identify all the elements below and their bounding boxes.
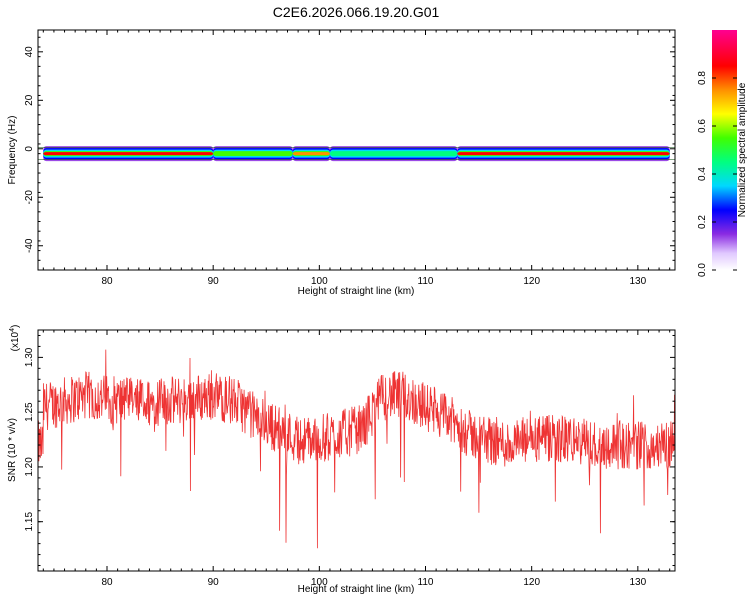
colorbar-ticks: 0.0 0.2 0.4 0.6 0.8 [697,71,737,277]
spectrogram-band-layer [329,152,458,156]
spectrogram-band [38,143,675,164]
y-tick-label: 1.15 [24,512,35,532]
x-tick-label: 100 [311,276,328,287]
colorbar-label: Normalized spectral amplitude [737,82,748,217]
spectrogram-panel: 80 90 100 110 120 130 -40 -20 0 20 40 Height of st… [7,29,676,297]
x-tick-label: 110 [418,276,434,287]
x-tick-label: 120 [523,577,540,588]
snr-panel: 80 90 100 110 120 130 1.15 1.20 1.25 1.30 Height … [7,325,676,595]
snr-ylabel: SNR (10 * v/v) [7,418,18,482]
colorbar-tick-label: 0.6 [697,119,708,133]
x-tick-label: 80 [101,276,113,287]
snr-scale-factor: (x104) [9,325,21,352]
spectrogram-band-layer [292,152,330,156]
spectrogram-band-layer [213,152,293,156]
spectrogram-band-layer [43,152,214,156]
figure-title: C2E6.2026.066.19.20.G01 [273,4,440,20]
y-tick-label: 1.30 [24,347,35,367]
colorbar-gradient [712,30,737,270]
x-tick-label: 90 [208,276,220,287]
x-tick-label: 100 [311,577,328,588]
snr-scale-label: (x10 [10,331,21,351]
colorbar-tick-label: 0.4 [697,167,708,181]
colorbar-tick-label: 0.2 [697,215,708,229]
x-tick-label: 80 [101,577,113,588]
y-tick-label: 40 [24,46,35,58]
y-tick-label: 1.25 [24,402,35,422]
svg-text:(x104): (x104) [9,325,21,352]
y-tick-label: 0 [24,146,35,152]
snr-frame [37,329,676,572]
snr-axes: 80 90 100 110 120 130 1.15 1.20 1.25 1.30 [24,330,675,588]
spectrogram-ylabel: Frequency (Hz) [7,116,18,185]
x-tick-label: 130 [629,276,646,287]
snr-series-line [38,349,675,549]
colorbar-tick-label: 0.8 [697,71,708,85]
spectrogram-xlabel: Height of straight line (km) [298,286,415,297]
x-tick-label: 90 [208,577,220,588]
x-tick-label: 120 [523,276,540,287]
x-tick-label: 110 [418,577,434,588]
colorbar: 0.0 0.2 0.4 0.6 0.8 Normalized spectral ampl… [697,30,748,277]
y-tick-label: 1.20 [24,457,35,477]
y-tick-label: 20 [24,94,35,106]
x-tick-label: 130 [629,577,646,588]
spectrogram-frame [37,29,676,271]
spectrogram-band-layer [457,152,670,156]
snr-xlabel: Height of straight line (km) [298,584,415,595]
colorbar-tick-label: 0.0 [697,263,708,277]
snr-scale-exponent: 4 [9,328,16,332]
y-tick-label: -40 [24,238,35,253]
spectrogram-axes: 80 90 100 110 120 130 -40 -20 0 20 40 [24,30,675,287]
y-tick-label: -20 [24,190,35,205]
